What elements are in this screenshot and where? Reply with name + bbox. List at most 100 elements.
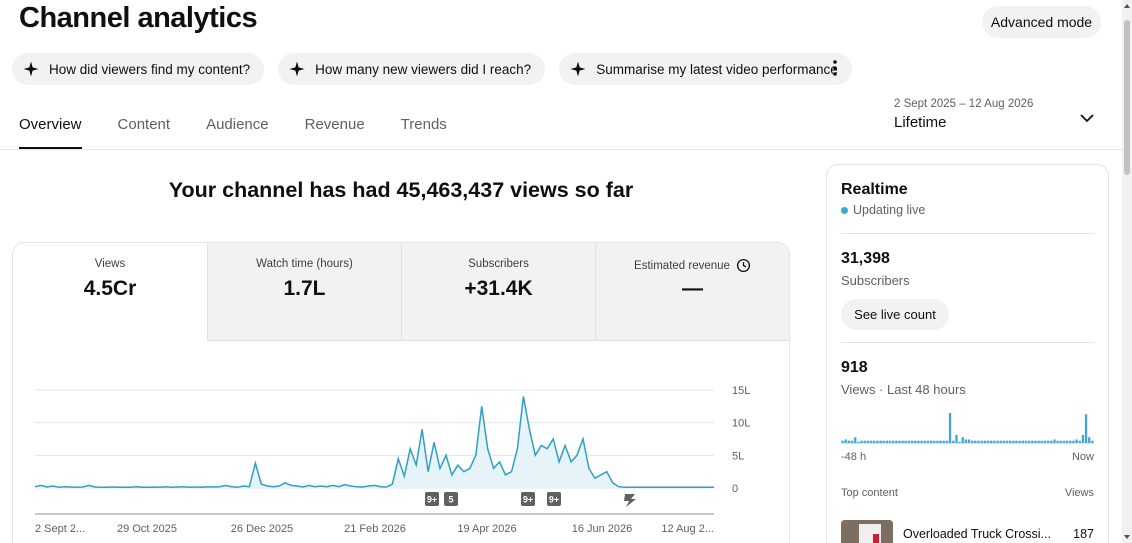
video-marker[interactable]: 9+	[521, 492, 535, 506]
realtime-bar[interactable]	[1056, 440, 1059, 443]
realtime-bar[interactable]	[961, 437, 964, 443]
realtime-bar[interactable]	[1012, 440, 1015, 443]
realtime-bar[interactable]	[1047, 440, 1050, 443]
top-video-title[interactable]: Overloaded Truck Crossi...	[903, 527, 1051, 541]
metric-watch-time[interactable]: Watch time (hours) 1.7L	[207, 243, 401, 341]
realtime-bar[interactable]	[920, 440, 923, 443]
advanced-mode-button[interactable]: Advanced mode	[982, 6, 1101, 38]
realtime-bar[interactable]	[901, 440, 904, 443]
realtime-bar[interactable]	[999, 440, 1002, 443]
realtime-bar[interactable]	[854, 437, 857, 443]
see-live-count-button[interactable]: See live count	[841, 299, 949, 330]
realtime-bar[interactable]	[1034, 440, 1037, 443]
realtime-bar[interactable]	[847, 440, 850, 443]
realtime-bar[interactable]	[844, 439, 847, 444]
realtime-bar[interactable]	[907, 440, 911, 443]
realtime-bar[interactable]	[990, 440, 993, 443]
realtime-bar[interactable]	[876, 440, 879, 443]
realtime-bar[interactable]	[1043, 440, 1047, 443]
realtime-bar[interactable]	[1040, 440, 1043, 443]
realtime-bar[interactable]	[1078, 440, 1081, 443]
realtime-bar[interactable]	[996, 440, 999, 443]
metric-views[interactable]: Views 4.5Cr	[13, 243, 207, 341]
realtime-bar[interactable]	[1065, 440, 1069, 443]
realtime-bar[interactable]	[882, 440, 885, 443]
realtime-bar[interactable]	[1031, 440, 1034, 443]
chip-viewers-find[interactable]: How did viewers find my content?	[12, 53, 265, 85]
realtime-bar[interactable]	[967, 439, 971, 444]
chip-new-viewers[interactable]: How many new viewers did I reach?	[278, 53, 546, 85]
realtime-bar[interactable]	[933, 440, 936, 443]
tab-revenue[interactable]: Revenue	[304, 116, 365, 133]
realtime-bar[interactable]	[1009, 440, 1012, 443]
realtime-bar[interactable]	[980, 440, 983, 443]
realtime-bar[interactable]	[1037, 440, 1040, 443]
realtime-bar[interactable]	[904, 440, 907, 443]
realtime-bar[interactable]	[888, 440, 892, 443]
realtime-bar[interactable]	[1021, 440, 1024, 443]
date-period[interactable]: Lifetime	[894, 114, 947, 131]
realtime-bar[interactable]	[942, 440, 945, 443]
realtime-bar[interactable]	[911, 440, 914, 443]
realtime-bar[interactable]	[930, 440, 933, 443]
realtime-bar[interactable]	[936, 440, 939, 443]
realtime-bar[interactable]	[1053, 439, 1056, 444]
realtime-bar[interactable]	[917, 440, 920, 443]
realtime-bar[interactable]	[863, 440, 866, 443]
metric-revenue[interactable]: Estimated revenue —	[595, 243, 789, 341]
realtime-bar[interactable]	[1072, 440, 1075, 443]
realtime-bar[interactable]	[1024, 440, 1028, 443]
tab-overview[interactable]: Overview	[19, 100, 82, 149]
realtime-bar[interactable]	[860, 440, 863, 443]
realtime-bar[interactable]	[873, 440, 876, 443]
realtime-bar[interactable]	[1005, 440, 1009, 443]
metric-subscribers[interactable]: Subscribers +31.4K	[401, 243, 595, 341]
realtime-bar[interactable]	[892, 440, 895, 443]
realtime-bar[interactable]	[1084, 414, 1088, 443]
video-thumbnail[interactable]	[841, 520, 893, 543]
video-marker[interactable]: 9+	[425, 492, 439, 506]
realtime-bar[interactable]	[869, 440, 873, 443]
realtime-bar[interactable]	[914, 440, 917, 443]
realtime-bar[interactable]	[850, 440, 854, 443]
realtime-bar[interactable]	[971, 440, 974, 443]
realtime-bar[interactable]	[1088, 437, 1091, 443]
realtime-bar[interactable]	[964, 439, 967, 444]
video-marker[interactable]: 9+	[547, 492, 561, 506]
realtime-bar[interactable]	[948, 413, 952, 443]
realtime-bar[interactable]	[977, 440, 980, 443]
realtime-bar[interactable]	[1028, 440, 1031, 443]
chip-summarise[interactable]: Summarise my latest video performance	[559, 53, 852, 85]
realtime-bar[interactable]	[955, 434, 958, 443]
realtime-bar[interactable]	[1002, 440, 1005, 443]
video-marker[interactable]: 5	[444, 492, 458, 506]
realtime-bar[interactable]	[945, 440, 949, 443]
scroll-up-icon[interactable]	[1124, 3, 1130, 9]
realtime-bar[interactable]	[926, 440, 930, 443]
realtime-bar[interactable]	[939, 440, 942, 443]
realtime-bar[interactable]	[986, 440, 990, 443]
realtime-bar[interactable]	[923, 440, 926, 443]
realtime-bar[interactable]	[857, 441, 860, 443]
scroll-down-icon[interactable]	[1124, 534, 1130, 540]
tab-trends[interactable]: Trends	[400, 116, 447, 133]
realtime-bar[interactable]	[1059, 440, 1062, 443]
realtime-bar[interactable]	[958, 441, 961, 443]
realtime-bar[interactable]	[1081, 434, 1085, 443]
chevron-down-icon[interactable]	[1077, 108, 1097, 128]
realtime-bar[interactable]	[866, 440, 869, 443]
shorts-icon[interactable]	[624, 494, 636, 507]
realtime-bar[interactable]	[1015, 440, 1018, 443]
realtime-bar[interactable]	[885, 440, 888, 443]
scroll-thumb[interactable]	[1124, 20, 1130, 175]
realtime-bar[interactable]	[1050, 440, 1053, 443]
more-options-icon[interactable]	[826, 56, 844, 80]
realtime-bar[interactable]	[983, 440, 986, 443]
realtime-bar[interactable]	[1062, 440, 1066, 443]
tab-audience[interactable]: Audience	[206, 116, 269, 133]
realtime-bar[interactable]	[1075, 439, 1078, 444]
tab-content[interactable]: Content	[117, 116, 171, 133]
date-range[interactable]: 2 Sept 2025 – 12 Aug 2026	[894, 98, 1034, 110]
realtime-bar[interactable]	[952, 440, 955, 443]
realtime-bar[interactable]	[879, 440, 882, 443]
